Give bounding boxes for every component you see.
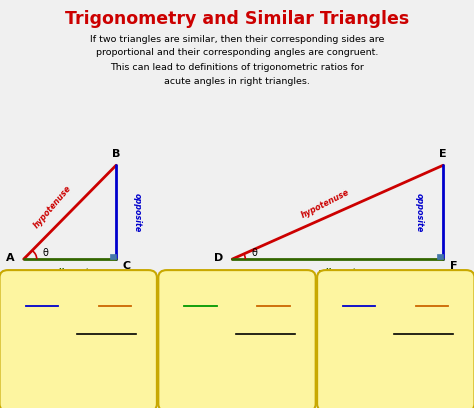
Text: CA: CA xyxy=(352,312,367,322)
Text: proportional and their corresponding angles are congruent.: proportional and their corresponding ang… xyxy=(96,48,378,57)
Text: A: A xyxy=(6,253,15,263)
Text: B: B xyxy=(112,149,120,159)
Text: acute angles in right triangles.: acute angles in right triangles. xyxy=(164,77,310,86)
Text: =: = xyxy=(73,299,83,313)
Text: AC: AC xyxy=(193,290,208,299)
Text: =: = xyxy=(232,299,242,313)
Text: DF: DF xyxy=(265,290,282,299)
Text: DF: DF xyxy=(424,312,440,322)
Text: C: C xyxy=(122,262,131,271)
Text: opposite: opposite xyxy=(133,193,142,232)
Text: tan θ =: tan θ = xyxy=(346,326,392,336)
Polygon shape xyxy=(110,254,116,259)
Text: hypotenuse: hypotenuse xyxy=(300,187,351,220)
Text: =: = xyxy=(391,299,401,313)
Text: SOH: SOH xyxy=(62,377,94,390)
Text: θ: θ xyxy=(251,248,257,257)
Text: BC: BC xyxy=(352,290,367,299)
Text: adjacent: adjacent xyxy=(238,325,289,335)
Text: opposite: opposite xyxy=(397,325,448,335)
Text: opposite: opposite xyxy=(79,325,130,335)
Text: hypotenuse: hypotenuse xyxy=(32,184,73,230)
Text: BC: BC xyxy=(34,290,49,299)
Text: CAH: CAH xyxy=(221,377,253,390)
FancyBboxPatch shape xyxy=(0,270,157,408)
Text: This can lead to definitions of trigonometric ratios for: This can lead to definitions of trigonom… xyxy=(110,63,364,72)
Text: adjacent: adjacent xyxy=(397,339,448,350)
Text: EF: EF xyxy=(108,290,122,299)
Text: cos θ =: cos θ = xyxy=(187,326,234,336)
Text: hypotenuse: hypotenuse xyxy=(70,339,139,350)
Text: Trigonometry and Similar Triangles: Trigonometry and Similar Triangles xyxy=(65,10,409,28)
Text: opposite: opposite xyxy=(415,193,424,232)
Text: D: D xyxy=(214,253,224,263)
FancyBboxPatch shape xyxy=(158,270,316,408)
Text: DE: DE xyxy=(265,312,282,322)
Text: θ: θ xyxy=(43,248,48,257)
Polygon shape xyxy=(437,254,443,259)
Text: E: E xyxy=(439,149,447,159)
Text: TOA: TOA xyxy=(381,377,411,390)
Text: ED: ED xyxy=(107,312,123,322)
Text: adjacent: adjacent xyxy=(318,268,357,277)
Text: BA: BA xyxy=(34,312,50,322)
Text: AB: AB xyxy=(192,312,209,322)
Text: adjacent: adjacent xyxy=(50,268,90,277)
Text: sin θ =: sin θ = xyxy=(31,326,75,336)
Text: EF: EF xyxy=(425,290,439,299)
Text: hypotenuse: hypotenuse xyxy=(229,339,298,350)
Text: F: F xyxy=(450,262,457,271)
Text: If two triangles are similar, then their corresponding sides are: If two triangles are similar, then their… xyxy=(90,35,384,44)
FancyBboxPatch shape xyxy=(317,270,474,408)
